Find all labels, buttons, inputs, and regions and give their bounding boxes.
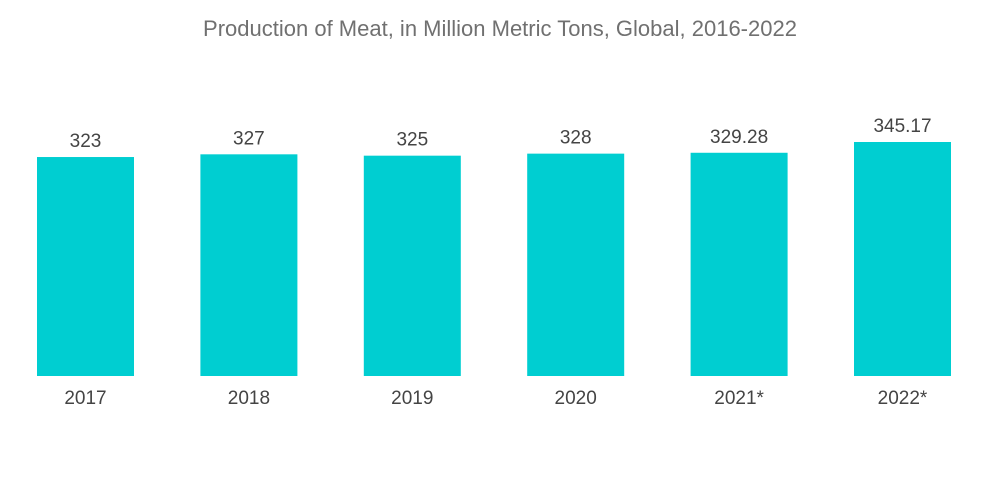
- bar-2021*: [690, 152, 788, 376]
- x-tick-label: 2021*: [714, 388, 764, 409]
- bar-2020: [527, 153, 625, 376]
- data-label: 345.17: [873, 116, 931, 137]
- data-label: 329.28: [710, 127, 768, 148]
- x-tick-label: 2022*: [878, 388, 928, 409]
- bar-2017: [37, 157, 134, 376]
- data-label: 328: [560, 128, 592, 149]
- data-label: 323: [70, 131, 102, 152]
- bar-2022*: [854, 142, 951, 376]
- bar-2018: [200, 154, 298, 376]
- x-tick-label: 2017: [64, 388, 106, 409]
- x-tick-label: 2018: [228, 388, 270, 409]
- data-label: 327: [233, 128, 265, 149]
- bar-2019: [363, 155, 461, 376]
- data-label: 325: [396, 130, 428, 151]
- x-tick-label: 2020: [555, 388, 597, 409]
- chart-title: Production of Meat, in Million Metric To…: [203, 16, 797, 41]
- x-tick-label: 2019: [391, 388, 433, 409]
